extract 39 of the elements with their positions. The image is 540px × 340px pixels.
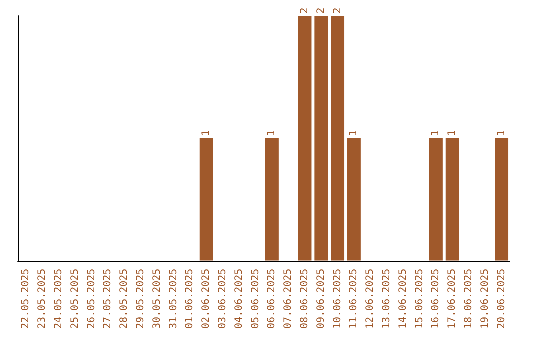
data-label: 1	[348, 130, 360, 136]
x-tick-label: 30.05.2025	[152, 268, 163, 330]
x-tick-label: 29.05.2025	[136, 268, 146, 330]
x-tick-label: 11.06.2025	[348, 268, 360, 330]
x-tick-label: 26.05.2025	[86, 268, 98, 330]
x-tick-label: 01.06.2025	[184, 268, 196, 330]
x-tick-label: 13.06.2025	[382, 268, 392, 330]
data-label: 2	[332, 8, 344, 14]
x-tick-label: 18.06.2025	[464, 268, 474, 330]
x-tick-label: 10.06.2025	[332, 268, 344, 330]
x-tick-label: 07.06.2025	[283, 268, 294, 330]
data-label: 1	[266, 130, 278, 136]
x-tick-label: 16.06.2025	[430, 268, 442, 330]
x-tick-label: 27.05.2025	[102, 268, 114, 330]
x-tick-label: 25.05.2025	[70, 268, 81, 330]
data-label: 1	[430, 130, 442, 136]
x-tick-label: 22.05.2025	[20, 268, 32, 330]
data-label: 1	[201, 130, 212, 136]
x-tick-label: 24.05.2025	[54, 268, 64, 330]
x-tick-label: 31.05.2025	[168, 268, 180, 330]
x-tick-label: 19.06.2025	[480, 268, 491, 330]
data-label: 1	[447, 130, 458, 136]
x-tick-label: 06.06.2025	[266, 268, 278, 330]
x-tick-label: 14.06.2025	[398, 268, 409, 330]
x-tick-label: 04.06.2025	[234, 268, 245, 330]
x-tick-label: 20.06.2025	[496, 268, 508, 330]
x-tick-label: 03.06.2025	[218, 268, 228, 330]
x-tick-label: 05.06.2025	[250, 268, 262, 330]
x-tick-label: 28.05.2025	[119, 268, 130, 330]
data-label: 1	[496, 130, 508, 136]
data-label: 2	[316, 8, 327, 14]
x-tick-label: 23.05.2025	[37, 268, 48, 330]
x-tick-label: 09.06.2025	[316, 268, 327, 330]
x-tick-label: 15.06.2025	[414, 268, 426, 330]
x-tick-label: 17.06.2025	[447, 268, 458, 330]
x-tick-label: 08.06.2025	[300, 268, 310, 330]
x-tick-label: 12.06.2025	[365, 268, 376, 330]
x-tick-label: 02.06.2025	[201, 268, 212, 330]
data-label: 2	[300, 8, 310, 14]
